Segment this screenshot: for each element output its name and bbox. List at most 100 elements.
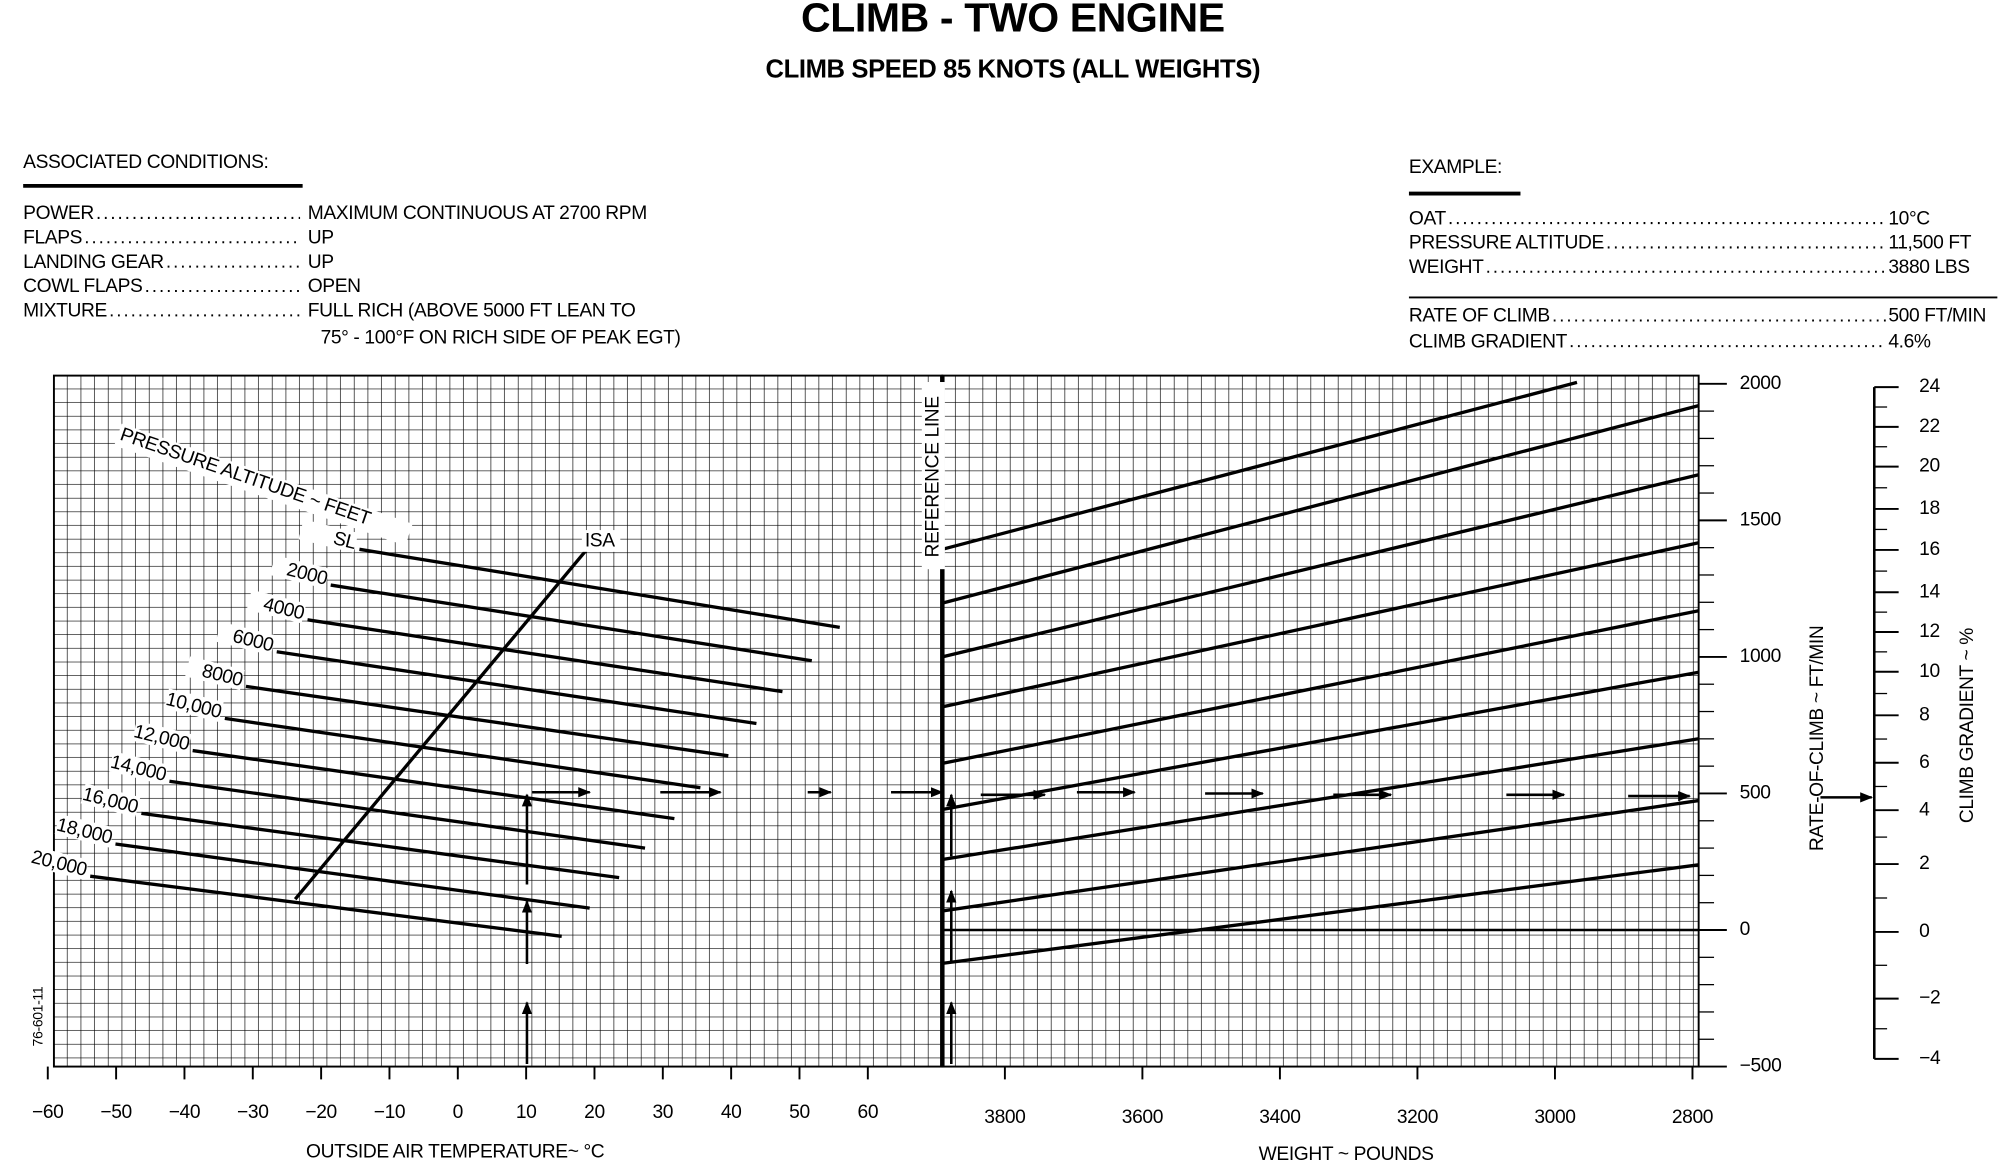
condition-label: POWER [23,203,94,224]
performance-line [941,380,1578,551]
performance-line [245,684,729,758]
condition-value: FULL RICH (ABOVE 5000 FT LEAN TO [308,301,636,322]
x-tick-label: −60 [32,1102,63,1123]
x-tick-label: −40 [169,1102,200,1123]
example-label: PRESSURE ALTITUDE [1409,233,1604,254]
label-bg [108,751,169,785]
subtitle: CLIMB SPEED 85 KNOTS (ALL WEIGHTS) [765,55,1260,83]
label-bg [581,530,621,552]
x-tick-label: 50 [789,1102,810,1123]
condition-label: COWL FLAPS [23,276,142,297]
y2-tick-label: 14 [1919,581,1940,602]
y2-tick-label: 20 [1919,456,1940,477]
x-tick-label: −20 [305,1102,336,1123]
isa-label: ISA [585,531,615,552]
y2-tick-label: −4 [1919,1048,1941,1069]
x-tick-label: 30 [653,1102,674,1123]
condition-label: LANDING GEAR [23,252,164,273]
performance-line [89,874,562,938]
example-label: CLIMB GRADIENT [1409,331,1568,352]
performance-line [276,650,757,726]
performance-line [307,618,783,694]
x-tick-label: 3400 [1259,1107,1300,1128]
condition-value: UP [308,252,334,273]
x-tick-label: 3600 [1122,1107,1163,1128]
performance-line [941,403,1700,605]
label-bg [269,555,330,589]
label-bg [29,846,90,880]
y2-tick-label: 24 [1919,376,1940,397]
y2-tick-label: 12 [1919,621,1940,642]
performance-line [941,609,1699,766]
y2-tick-label: −2 [1919,988,1940,1009]
x-tick-label: 10 [516,1102,537,1123]
y-tick-label: 2000 [1740,373,1781,394]
y-tick-label: 1500 [1740,509,1781,530]
x-tick-label: −10 [374,1102,405,1123]
chart-code: 76-601-11 [29,986,45,1046]
label-bg [246,589,307,624]
y2-tick-label: 16 [1919,539,1940,560]
y2-tick-label: 18 [1919,498,1940,519]
performance-line [942,737,1699,862]
label-bg [54,814,115,848]
label-bg [114,423,413,546]
y-tick-label: 1000 [1740,646,1781,667]
y2-tick-label: 2 [1919,853,1929,874]
y-tick-label: 0 [1740,919,1750,940]
example-value: 4.6% [1888,331,1931,352]
performance-line [330,583,813,663]
x-tick-label: 0 [453,1102,463,1123]
y2-tick-label: 0 [1919,921,1929,942]
performance-line [115,842,590,910]
example-label: WEIGHT [1409,257,1484,278]
label-bg [921,382,945,570]
condition-value: MAXIMUM CONTINUOUS AT 2700 RPM [308,203,647,224]
performance-line [941,473,1700,659]
example-value: 10°C [1888,208,1930,229]
y-tick-label: 500 [1740,783,1771,804]
x-tick-label: −30 [237,1102,268,1123]
performance-line [942,863,1699,966]
x-tick-label: 2800 [1672,1107,1713,1128]
condition-label: FLAPS [23,228,82,249]
x-tick-label: 3200 [1397,1107,1438,1128]
example-value: 11,500 FT [1888,233,1971,254]
performance-line [141,811,620,880]
label-bg [80,783,141,817]
performance-line [941,541,1700,709]
y2-tick-label: 6 [1919,752,1929,773]
x-tick-label: 40 [721,1102,742,1123]
condition-value: 75° - 100°F ON RICH SIDE OF PEAK EGT) [321,328,681,349]
y2-tick-label: 4 [1919,799,1930,820]
y2-tick-label: 22 [1919,416,1940,437]
x-axis-title: OUTSIDE AIR TEMPERATURE~ °C [306,1142,605,1163]
performance-line [942,670,1699,812]
x-tick-label: 60 [858,1102,879,1123]
y-tick-label: −500 [1740,1056,1782,1077]
weight-grid [941,374,1700,1068]
label-bg [298,519,359,553]
x-tick-label: 3800 [984,1107,1025,1128]
performance-line [293,548,589,901]
x-tick-label: 3000 [1534,1107,1575,1128]
condition-value: UP [308,228,334,249]
label-bg [28,976,49,1057]
example-label: RATE OF CLIMB [1409,306,1550,327]
example-value: 500 FT/MIN [1888,306,1986,327]
label-bg [131,720,192,755]
label-bg [215,621,276,656]
example-heading: EXAMPLE: [1409,157,1502,178]
example-value: 3880 LBS [1888,257,1969,278]
y2-axis-title: CLIMB GRADIENT ~ % [1957,628,1978,823]
performance-line [359,547,841,630]
title: CLIMB - TWO ENGINE [801,0,1225,40]
y-axis-title: RATE-OF-CLIMB ~ FT/MIN [1807,626,1828,852]
y2-tick-label: 10 [1919,661,1940,682]
example-label: OAT [1409,208,1447,229]
performance-line [224,716,701,790]
x-axis-title: WEIGHT ~ POUNDS [1259,1144,1434,1164]
reference-line-label: REFERENCE LINE [922,396,943,557]
